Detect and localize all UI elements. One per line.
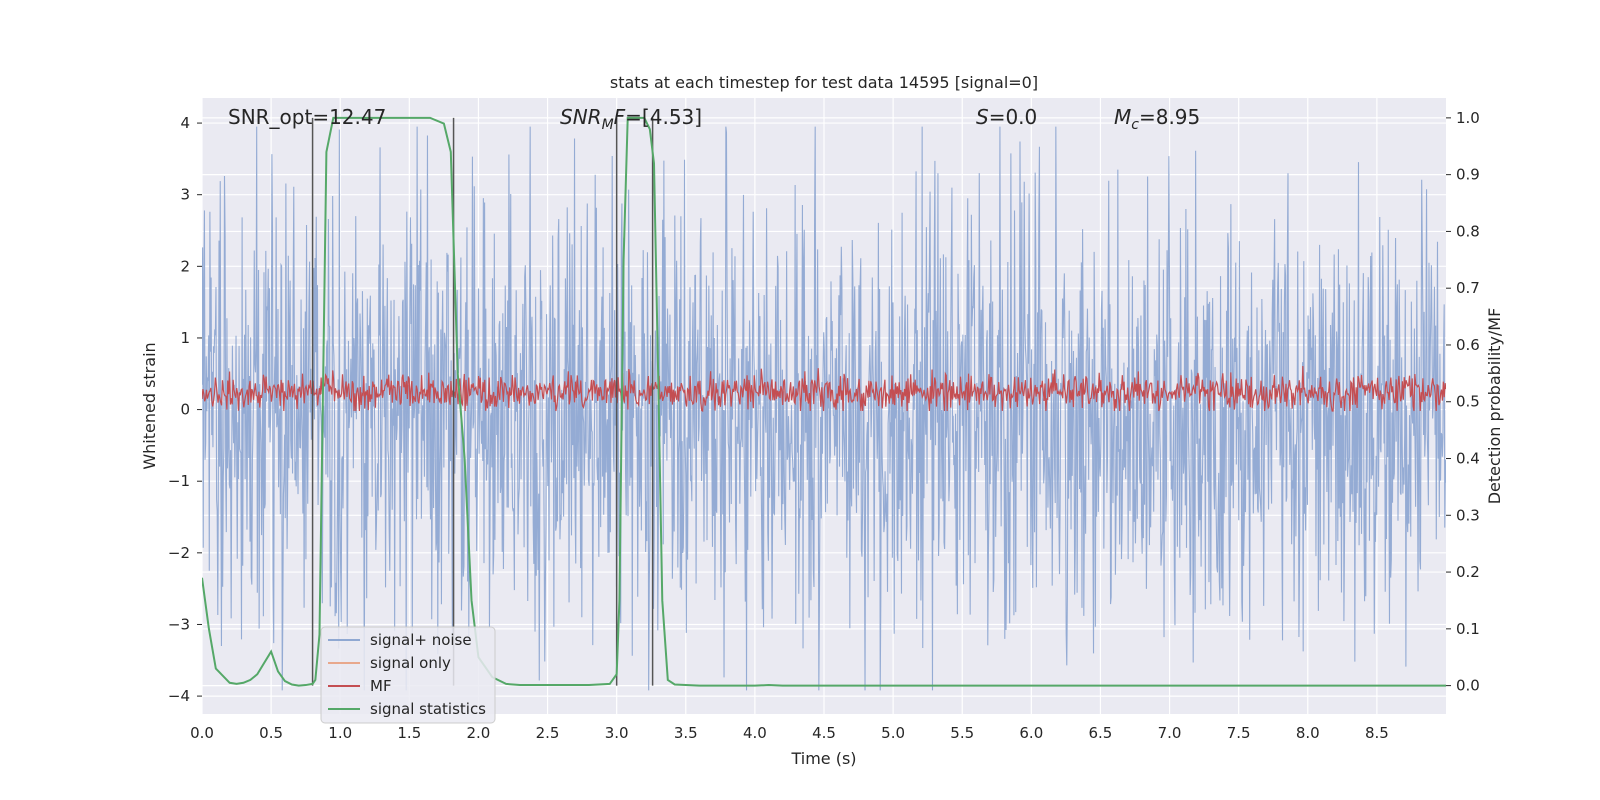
y-tick-label: −2 — [168, 544, 190, 562]
y-axis-ticks: −4 −3 −2 −1 0 1 2 3 4 — [168, 114, 202, 705]
x-tick-label: 1.5 — [397, 724, 421, 742]
s-main: S — [976, 105, 989, 129]
snr-mf-sub: M — [602, 117, 614, 133]
annotation-s: S=0.0 — [976, 105, 1037, 129]
y-tick-label: 0 — [180, 401, 190, 419]
legend-item-mf: MF — [328, 677, 392, 695]
snr-mf-main: SNR — [560, 105, 602, 129]
x-tick-label: 7.5 — [1227, 724, 1251, 742]
x-tick-label: 0.5 — [259, 724, 283, 742]
y-axis-label: Whitened strain — [140, 342, 159, 469]
mc-sub: c — [1131, 117, 1139, 133]
annotation-snr-opt: SNR_opt=12.47 — [228, 105, 386, 129]
mc-main: M — [1114, 105, 1131, 129]
x-tick-label: 3.5 — [674, 724, 698, 742]
y2-tick-label: 0.6 — [1456, 336, 1480, 354]
signal-statistics-series — [202, 116, 1446, 687]
x-tick-label: 8.5 — [1365, 724, 1389, 742]
legend-label-signal-only: signal only — [370, 654, 451, 672]
x-tick-label: 5.5 — [950, 724, 974, 742]
x-tick-label: 1.0 — [328, 724, 352, 742]
x-axis-ticks: 0.0 0.5 1.0 1.5 2.0 2.5 3.0 3.5 4.0 4.5 5.0 5.5 6.0 6… — [190, 724, 1389, 742]
y2-tick-label: 0.9 — [1456, 166, 1480, 184]
x-tick-label: 8.0 — [1296, 724, 1320, 742]
x-tick-label: 6.0 — [1019, 724, 1043, 742]
y2-tick-label: 0.2 — [1456, 563, 1480, 581]
y-tick-label: −1 — [168, 472, 190, 490]
y2-tick-label: 0.4 — [1456, 450, 1480, 468]
annotation-snr-mf: SNRMF=[4.53] — [560, 105, 702, 133]
mc-value: =8.95 — [1139, 105, 1200, 129]
annotation-mc: Mc=8.95 — [1114, 105, 1200, 133]
legend-box — [320, 626, 496, 724]
x-tick-label: 6.5 — [1089, 724, 1113, 742]
legend-item-signal-only: signal only — [328, 654, 451, 672]
x-tick-label: 2.0 — [467, 724, 491, 742]
x-tick-label: 2.5 — [536, 724, 560, 742]
y-tick-label: 3 — [180, 186, 190, 204]
y-tick-label: 2 — [180, 257, 190, 275]
y2-tick-label: 0.5 — [1456, 393, 1480, 411]
legend-label-mf: MF — [370, 677, 392, 695]
x-tick-label: 5.0 — [881, 724, 905, 742]
vertical-markers — [311, 117, 654, 686]
mf-line — [202, 366, 1446, 412]
snr-mf-value: =[4.53] — [625, 105, 702, 129]
y2-axis-ticks: 0.0 0.1 0.2 0.3 0.4 0.5 0.6 0.7 0.8 0.9 1.0 — [1446, 109, 1480, 695]
legend-label-signal-statistics: signal statistics — [370, 700, 486, 718]
y2-tick-label: 1.0 — [1456, 109, 1480, 127]
snr-mf-tail: F — [614, 105, 626, 129]
x-axis-label: Time (s) — [790, 749, 856, 768]
y2-tick-label: 0.3 — [1456, 506, 1480, 524]
chart-title: stats at each timestep for test data 145… — [610, 73, 1038, 92]
legend-item-signal-statistics: signal statistics — [328, 700, 486, 718]
signal-noise-series — [202, 126, 1446, 691]
y2-tick-label: 0.0 — [1456, 677, 1480, 695]
signal-noise-line — [202, 126, 1446, 691]
mf-series — [202, 366, 1446, 412]
y-tick-label: 1 — [180, 329, 190, 347]
x-tick-label: 7.0 — [1158, 724, 1182, 742]
x-tick-label: 3.0 — [605, 724, 629, 742]
x-tick-label: 4.0 — [743, 724, 767, 742]
legend-item-signal-noise: signal+ noise — [328, 631, 472, 649]
x-tick-label: 0.0 — [190, 724, 214, 742]
s-value: =0.0 — [989, 105, 1038, 129]
y-tick-label: −4 — [168, 687, 190, 705]
x-tick-label: 4.5 — [812, 724, 836, 742]
y2-tick-label: 0.1 — [1456, 620, 1480, 638]
legend: signal+ noise signal only MF signal stat… — [320, 626, 496, 724]
signal-statistics-line — [202, 116, 1446, 687]
y-tick-label: −3 — [168, 615, 190, 633]
y-tick-label: 4 — [180, 114, 190, 132]
y2-tick-label: 0.8 — [1456, 222, 1480, 240]
legend-label-signal-noise: signal+ noise — [370, 631, 472, 649]
y2-axis-label: Detection probability/MF — [1485, 308, 1504, 505]
y2-tick-label: 0.7 — [1456, 279, 1480, 297]
